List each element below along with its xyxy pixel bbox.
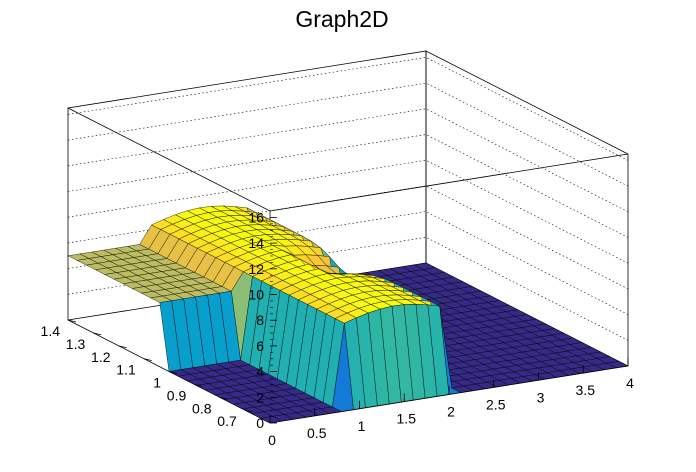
z-gridline [67, 108, 629, 213]
z-gridline [67, 57, 629, 161]
y-tick-label: 1 [153, 375, 161, 391]
x-tick-label: 0.5 [307, 425, 327, 441]
y-tick [244, 409, 253, 413]
x-tick-label: 2.5 [486, 396, 506, 412]
x-tick-label: 3.5 [576, 382, 596, 398]
x-tick-label: 3 [537, 389, 545, 405]
x-tick-label: 4 [626, 375, 634, 391]
y-tick-label: 1.2 [91, 349, 111, 365]
y-tick [143, 358, 152, 362]
z-tick-label: 14 [248, 235, 264, 251]
z-tick-label: 6 [256, 338, 264, 354]
z-tick-label: 4 [256, 364, 264, 380]
y-tick [219, 396, 228, 400]
x-tick-label: 1 [358, 418, 366, 434]
x-tick-label: 1.5 [397, 411, 417, 427]
z-axis-ticks: 0 2 4 6 8 10 12 14 16 [248, 209, 277, 431]
x-axis-ticks: 0 0.5 1 1.5 2 2.5 3 3.5 4 [268, 358, 634, 448]
y-tick [67, 319, 77, 323]
z-tick-label: 16 [248, 209, 264, 225]
z-gridline [67, 159, 629, 264]
z-gridline [67, 134, 629, 238]
z-tick-label: 2 [256, 389, 264, 405]
z-gridline [67, 82, 629, 187]
x-tick-label: 0 [268, 432, 276, 448]
y-tick-label: 1.4 [41, 323, 61, 339]
y-tick-label: 0.8 [192, 400, 212, 416]
y-tick-label: 0.7 [217, 413, 237, 429]
z-tick-label: 12 [248, 261, 264, 277]
surface-mesh [67, 205, 629, 424]
y-tick-label: 1.1 [116, 362, 136, 378]
y-tick [118, 345, 127, 349]
y-tick [194, 383, 203, 387]
z-tick-label: 10 [248, 287, 264, 303]
z-tick-label: 8 [256, 312, 264, 328]
y-tick [168, 371, 178, 374]
z-tick-label: 0 [256, 415, 264, 431]
top-edge [67, 107, 629, 212]
y-tick [93, 332, 102, 336]
y-tick-label: 1.3 [66, 336, 86, 352]
y-tick-label: 0.9 [167, 387, 187, 403]
x-tick-label: 2 [447, 404, 455, 420]
chart-title: Graph2D [295, 6, 388, 32]
y-axis-ticks: 0.7 0.8 0.9 1 1.1 1.2 1.3 1.4 [41, 319, 253, 429]
